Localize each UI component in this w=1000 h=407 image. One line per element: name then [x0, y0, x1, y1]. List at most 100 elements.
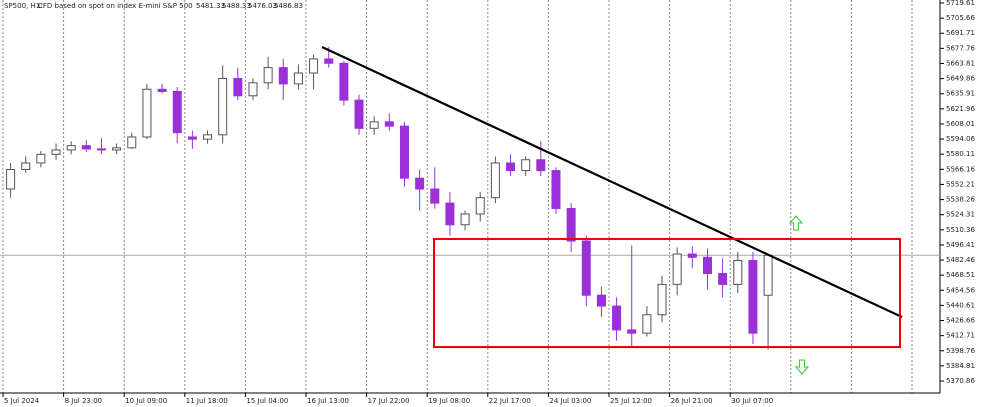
candle-body — [309, 58, 319, 74]
x-tick-label: 26 Jul 21:00 — [671, 397, 713, 405]
candle-body — [339, 62, 349, 101]
candle-body — [687, 253, 697, 258]
header-open: 5481.33 — [196, 2, 225, 10]
y-tick-label: 5412.71 — [946, 332, 975, 340]
header-high: 5488.33 — [222, 2, 251, 10]
y-tick-label: 5384.81 — [946, 362, 975, 370]
x-tick-label: 5 Jul 2024 — [4, 397, 40, 405]
x-tick-label: 10 Jul 09:00 — [125, 397, 167, 405]
y-tick-label: 5538.26 — [946, 196, 975, 204]
candle-body — [112, 147, 122, 151]
candle-body — [748, 260, 758, 334]
y-tick-label: 5594.06 — [946, 135, 975, 143]
y-tick-label: 5566.16 — [946, 165, 975, 173]
x-tick-label: 16 Jul 13:00 — [307, 397, 349, 405]
y-tick-label: 5468.51 — [946, 271, 975, 279]
x-tick-label: 19 Jul 08:00 — [428, 397, 470, 405]
candle-body — [157, 88, 167, 92]
candle-body — [172, 90, 182, 134]
candle-body — [551, 170, 561, 210]
y-tick-label: 5454.56 — [946, 286, 975, 294]
y-tick-label: 5580.11 — [946, 150, 975, 158]
candle-body — [66, 145, 76, 151]
y-tick-label: 5691.71 — [946, 29, 975, 37]
trendline — [321, 46, 903, 319]
y-tick-label: 5635.91 — [946, 90, 975, 98]
candle-body — [369, 121, 379, 129]
candle-body — [399, 125, 409, 179]
up-arrow — [788, 215, 804, 231]
candle-body — [354, 99, 364, 129]
candle-body — [142, 88, 152, 138]
y-tick-label: 5370.86 — [946, 377, 975, 385]
header: SP500, H1: CFD based on spot on index E-… — [4, 2, 303, 10]
y-tick-label: 5398.76 — [946, 347, 975, 355]
candle-body — [702, 256, 712, 275]
header-low: 5476.03 — [248, 2, 277, 10]
y-tick-label: 5496.41 — [946, 241, 975, 249]
candle-body — [642, 314, 652, 334]
candle-body — [263, 67, 273, 84]
candle-body — [521, 159, 531, 172]
y-tick-label: 5649.86 — [946, 75, 975, 83]
candle-body — [233, 77, 243, 97]
candle-body — [672, 253, 682, 285]
y-tick-label: 5426.66 — [946, 317, 975, 325]
candle-body — [581, 240, 591, 296]
candle-body — [127, 136, 137, 149]
header-description: CFD based on spot on index E-mini S&P 50… — [38, 2, 193, 10]
y-tick-label: 5482.46 — [946, 256, 975, 264]
x-tick-label: 25 Jul 12:00 — [610, 397, 652, 405]
y-tick-label: 5621.96 — [946, 105, 975, 113]
down-arrow — [794, 359, 810, 375]
y-tick-label: 5719.61 — [946, 0, 975, 7]
candle-body — [566, 208, 576, 242]
candle-body — [293, 72, 303, 85]
x-tick-label: 22 Jul 17:00 — [489, 397, 531, 405]
candle-body — [36, 153, 46, 164]
candle-body — [81, 145, 91, 150]
candle-body — [718, 273, 728, 285]
candle-body — [536, 159, 546, 172]
candle-body — [490, 162, 500, 199]
candle-body — [475, 197, 485, 215]
candle-body — [51, 149, 61, 155]
x-tick-label: 30 Jul 07:00 — [731, 397, 773, 405]
y-tick-label: 5677.76 — [946, 44, 975, 52]
candle-body — [596, 294, 606, 307]
range-box — [433, 237, 901, 349]
y-tick-label: 5663.81 — [946, 59, 975, 67]
candle-body — [657, 283, 667, 316]
candle-body — [21, 162, 31, 170]
candle-body — [187, 136, 197, 140]
candle-body — [763, 254, 773, 296]
y-tick-label: 5552.21 — [946, 180, 975, 188]
y-tick-label: 5440.61 — [946, 301, 975, 309]
candle-body — [203, 134, 213, 140]
candle-body — [218, 77, 228, 136]
candle-body — [278, 67, 288, 85]
candle-body — [612, 305, 622, 331]
y-tick-label: 5608.01 — [946, 120, 975, 128]
candle-body — [6, 168, 16, 190]
candle-body — [248, 82, 258, 97]
candle-body — [733, 260, 743, 285]
y-tick-label: 5510.36 — [946, 226, 975, 234]
y-tick-label: 5705.66 — [946, 14, 975, 22]
candle-body — [506, 162, 516, 172]
x-tick-label: 24 Jul 03:00 — [549, 397, 591, 405]
candle-body — [430, 188, 440, 204]
candle-body — [384, 121, 394, 127]
header-symbol: SP500, H1: — [4, 2, 43, 10]
candle-body — [460, 213, 470, 226]
x-tick-label: 8 Jul 23:00 — [65, 397, 103, 405]
candle-body — [445, 202, 455, 226]
y-tick-label: 5524.31 — [946, 211, 975, 219]
candle-body — [324, 58, 334, 64]
x-tick-label: 15 Jul 04:00 — [246, 397, 288, 405]
x-tick-label: 17 Jul 22:00 — [368, 397, 410, 405]
candle-body — [627, 329, 637, 334]
